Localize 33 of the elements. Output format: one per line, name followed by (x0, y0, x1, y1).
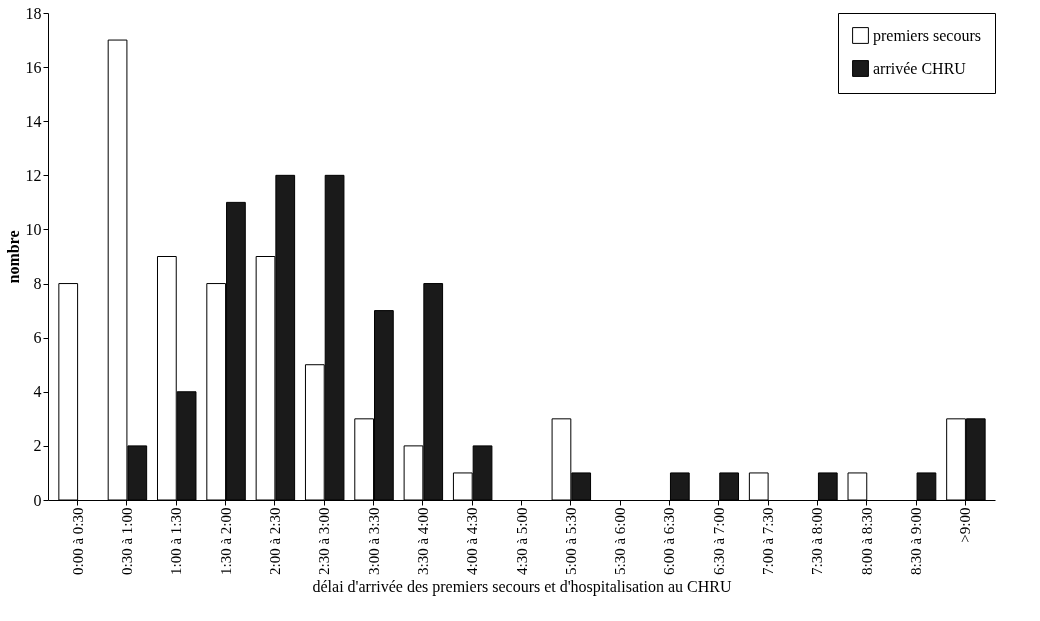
y-tick-label: 16 (25, 58, 42, 76)
x-tick-label: 8:30 à 9:00 (908, 507, 925, 575)
x-tick-label: 1:00 à 1:30 (168, 507, 185, 575)
x-tick-label: 7:30 à 8:00 (809, 507, 826, 575)
x-tick-label: 4:00 à 4:30 (464, 507, 481, 575)
x-tick-label: 3:00 à 3:30 (365, 507, 382, 575)
y-tick-label: 2 (33, 437, 42, 455)
legend-label: premiers secours (873, 26, 981, 45)
y-tick-label: 14 (25, 112, 42, 130)
x-axis-title: délai d'arrivée des premiers secours et d'hospitalisation au CHRU (312, 577, 732, 596)
y-axis-title: nombre (4, 230, 22, 284)
y-tick-label: 10 (25, 220, 42, 238)
y-tick-label: 6 (33, 329, 42, 347)
x-tick-label: 4:30 à 5:00 (513, 507, 530, 575)
x-tick-label: 5:00 à 5:30 (562, 507, 579, 575)
x-tick-label: 3:30 à 4:00 (414, 507, 431, 575)
x-tick-label: 2:00 à 2:30 (266, 507, 283, 575)
x-tick-label: 6:00 à 6:30 (661, 507, 678, 575)
x-tick-label: 6:30 à 7:00 (710, 507, 727, 575)
x-tick-label: 0:00 à 0:30 (69, 507, 86, 575)
y-tick-label: 12 (25, 166, 42, 184)
x-tick-label: 2:30 à 3:00 (316, 507, 333, 575)
x-tick-label: 7:00 à 7:30 (760, 507, 777, 575)
x-tick-label: >9:00 (957, 507, 974, 543)
y-tick-label: 18 (25, 4, 42, 22)
legend-label: arrivée CHRU (873, 59, 967, 77)
x-tick-label: 5:30 à 6:00 (612, 507, 629, 575)
y-tick-label: 4 (33, 383, 42, 401)
y-tick-label: 0 (33, 491, 42, 509)
x-tick-label: 0:30 à 1:00 (118, 507, 135, 575)
x-tick-label: 8:00 à 8:30 (858, 507, 875, 575)
x-tick-label: 1:30 à 2:00 (217, 507, 234, 575)
y-tick-label: 8 (33, 275, 42, 293)
